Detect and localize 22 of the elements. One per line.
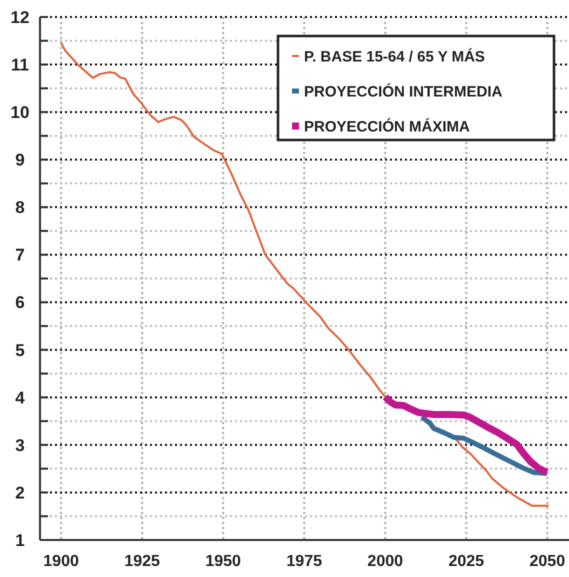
y-tick-label: 11 [11, 55, 29, 74]
y-tick-label: 10 [10, 103, 30, 122]
y-tick-label: 6 [15, 293, 25, 312]
x-tick-label: 2050 [530, 553, 566, 570]
legend-label: PROYECCIÓN INTERMEDIA [304, 82, 503, 100]
x-tick-label: 1900 [43, 553, 79, 570]
y-tick-label: 4 [15, 388, 26, 408]
y-tick-label: 5 [15, 340, 25, 360]
x-tick-label: 1975 [286, 553, 322, 570]
x-tick-label: 2000 [367, 553, 404, 570]
y-tick-label: 3 [15, 436, 25, 455]
legend-label: PROYECCIÓN MÁXIMA [304, 117, 470, 136]
y-tick-label: 8 [15, 198, 25, 218]
legend-label: P. BASE 15-64 / 65 Y MÁS [304, 47, 485, 66]
y-tick-label: 12 [10, 8, 30, 27]
x-tick-label: 2025 [448, 553, 484, 570]
y-tick-label: 1 [15, 530, 25, 550]
x-tick-label: 1925 [124, 553, 160, 570]
y-tick-label: 7 [15, 246, 25, 265]
y-tick-label: 9 [15, 150, 25, 170]
x-tick-label: 1950 [205, 553, 242, 570]
y-tick-label: 2 [15, 483, 25, 502]
